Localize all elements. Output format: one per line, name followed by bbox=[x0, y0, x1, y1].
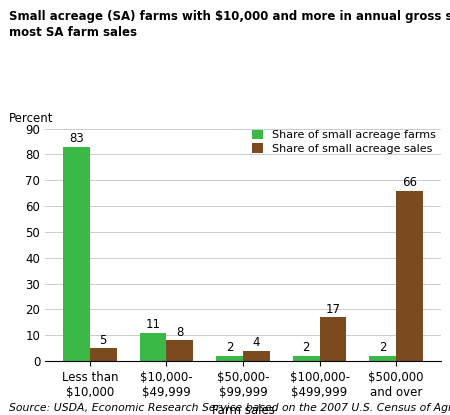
Text: 2: 2 bbox=[302, 341, 310, 354]
Text: 66: 66 bbox=[402, 176, 417, 189]
Text: 2: 2 bbox=[379, 341, 387, 354]
Text: 5: 5 bbox=[99, 334, 107, 347]
Bar bbox=[166, 340, 193, 361]
Bar bbox=[63, 147, 90, 361]
Text: 8: 8 bbox=[176, 326, 184, 339]
Bar bbox=[369, 356, 396, 361]
Bar bbox=[243, 351, 270, 361]
Bar bbox=[216, 356, 243, 361]
Legend: Share of small acreage farms, Share of small acreage sales: Share of small acreage farms, Share of s… bbox=[252, 129, 436, 154]
X-axis label: Farm sales: Farm sales bbox=[212, 404, 274, 415]
Text: Small acreage (SA) farms with $10,000 and more in annual gross sales accounted f: Small acreage (SA) farms with $10,000 an… bbox=[9, 10, 450, 39]
Bar bbox=[140, 333, 166, 361]
Bar bbox=[396, 190, 423, 361]
Bar bbox=[90, 348, 117, 361]
Text: Percent: Percent bbox=[9, 112, 54, 124]
Text: 17: 17 bbox=[325, 303, 341, 315]
Text: 4: 4 bbox=[252, 336, 260, 349]
Text: 83: 83 bbox=[69, 132, 84, 145]
Text: 2: 2 bbox=[226, 341, 234, 354]
Text: Source: USDA, Economic Research Service based on the 2007 U.S. Census of Agricul: Source: USDA, Economic Research Service … bbox=[9, 403, 450, 413]
Bar bbox=[320, 317, 346, 361]
Bar bbox=[293, 356, 319, 361]
Text: 11: 11 bbox=[145, 318, 161, 331]
